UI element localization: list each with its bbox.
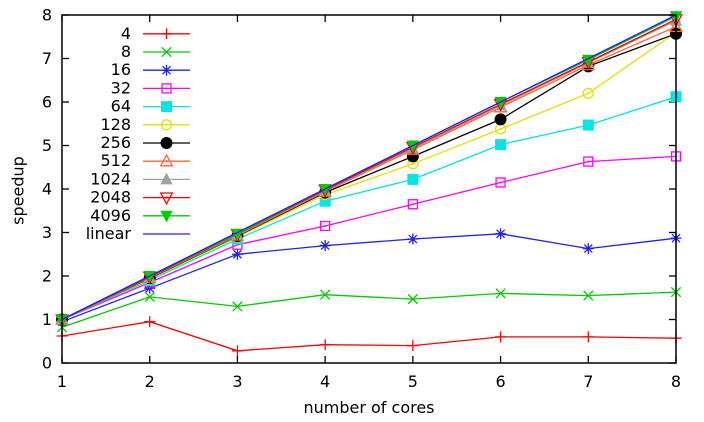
legend-label: 4 [121, 24, 131, 43]
legend-label: 512 [100, 151, 131, 170]
x-axis-ticks: 1 2 3 4 5 6 7 8 [57, 15, 681, 391]
legend-item-128: 128 [100, 115, 190, 134]
legend-item-1024: 1024 [90, 169, 190, 188]
legend-item-256: 256 [100, 133, 190, 152]
y-axis-ticks: 0 1 2 3 4 5 6 7 8 [42, 6, 676, 373]
x-tick-label: 6 [495, 372, 505, 391]
y-tick-label: 4 [42, 180, 52, 199]
legend-label: 8 [121, 42, 131, 61]
y-tick-label: 0 [42, 354, 52, 373]
x-tick-label: 7 [583, 372, 593, 391]
legend-item-16: 16 [111, 60, 190, 79]
legend-item-2048: 2048 [90, 188, 190, 207]
y-tick-label: 3 [42, 223, 52, 242]
legend-label: 1024 [90, 169, 131, 188]
legend-item-linear: linear [86, 224, 190, 243]
y-tick-label: 6 [42, 93, 52, 112]
legend-label: 256 [100, 133, 131, 152]
legend-item-512: 512 [100, 151, 190, 170]
y-tick-label: 1 [42, 310, 52, 329]
x-tick-label: 2 [145, 372, 155, 391]
legend-label: linear [86, 224, 132, 243]
y-tick-label: 8 [42, 6, 52, 25]
x-tick-label: 3 [232, 372, 242, 391]
legend-item-4: 4 [121, 24, 190, 43]
legend-label: 16 [111, 60, 131, 79]
x-tick-label: 8 [671, 372, 681, 391]
y-tick-label: 2 [42, 267, 52, 286]
legend-item-64: 64 [111, 97, 190, 116]
y-tick-label: 5 [42, 136, 52, 155]
legend-label: 32 [111, 78, 131, 97]
x-tick-label: 1 [57, 372, 67, 391]
y-tick-label: 7 [42, 49, 52, 68]
series-linear [61, 14, 677, 321]
x-axis-label: number of cores [303, 398, 435, 417]
legend-label: 2048 [90, 188, 131, 207]
x-tick-label: 5 [408, 372, 418, 391]
series-4 [56, 316, 682, 357]
plot-border [61, 14, 677, 364]
x-tick-label: 4 [320, 372, 330, 391]
legend-item-8: 8 [121, 42, 190, 61]
y-axis-label: speedup [8, 156, 28, 225]
legend-label: 4096 [90, 206, 131, 225]
series-8 [56, 286, 682, 333]
legend-item-32: 32 [111, 78, 190, 97]
legend-label: 64 [111, 97, 131, 116]
legend-label: 128 [100, 115, 131, 134]
legend-item-4096: 4096 [90, 206, 190, 225]
